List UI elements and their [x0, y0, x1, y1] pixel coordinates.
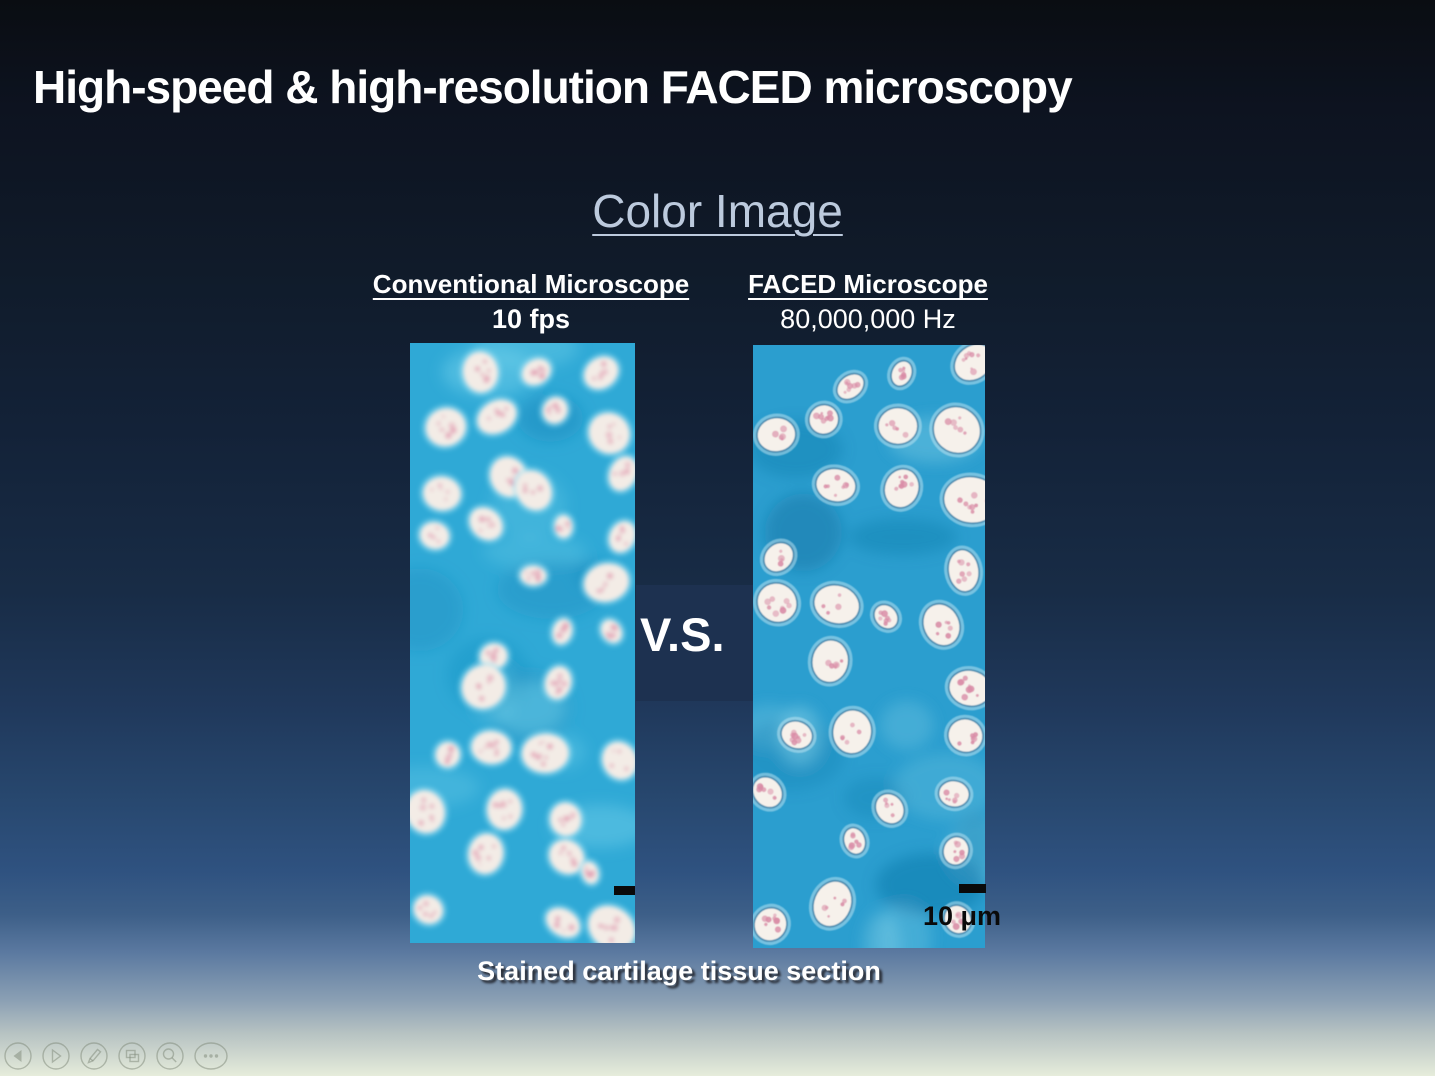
scale-bar-left — [614, 886, 635, 895]
versus-panel — [636, 585, 753, 701]
previous-slide-button[interactable] — [4, 1042, 32, 1070]
see-all-slides-button[interactable] — [118, 1042, 146, 1070]
arrow-left-icon — [4, 1042, 32, 1070]
color-image-heading: Color Image — [592, 185, 843, 237]
column-header-conventional: Conventional Microscope — [372, 269, 690, 299]
zoom-slide-button[interactable] — [156, 1042, 184, 1070]
more-options-button[interactable] — [194, 1042, 228, 1070]
conventional-micrograph — [410, 343, 635, 943]
faced-micrograph — [753, 345, 985, 948]
scale-bar-right — [959, 884, 986, 893]
frame-rate-faced: 80,000,000 Hz — [780, 304, 956, 334]
pen-icon — [80, 1042, 108, 1070]
versus-label: V.S. — [640, 608, 725, 661]
page-title: High-speed & high-resolution FACED micro… — [33, 61, 1073, 113]
slideshow-toolbar — [4, 1042, 228, 1070]
frame-rate-conventional: 10 fps — [491, 304, 571, 334]
slides-grid-icon — [118, 1042, 146, 1070]
ellipsis-icon — [194, 1042, 228, 1070]
caption: Stained cartilage tissue section — [477, 956, 881, 986]
magnifier-icon — [156, 1042, 184, 1070]
scale-label: 10 μm — [923, 901, 1002, 931]
pen-tools-button[interactable] — [80, 1042, 108, 1070]
column-header-faced: FACED Microscope — [748, 269, 988, 299]
arrow-right-icon — [42, 1042, 70, 1070]
next-slide-button[interactable] — [42, 1042, 70, 1070]
